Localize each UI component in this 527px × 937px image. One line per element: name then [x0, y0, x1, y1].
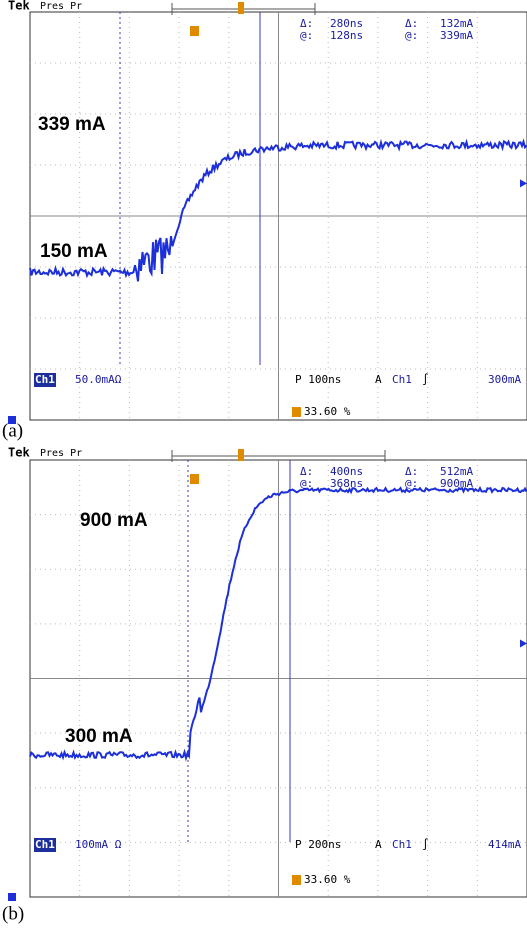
annotation: 339 mA: [38, 114, 106, 135]
trigger-slope: ∫: [422, 838, 429, 851]
brand: Tek: [8, 0, 30, 13]
mode: Pres Pr: [40, 1, 82, 12]
trigger-slope: ∫: [422, 373, 429, 386]
mode: Pres Pr: [40, 448, 82, 459]
cursor-readout: @:: [300, 29, 313, 42]
trigger-pos-marker: [190, 26, 199, 36]
trigger-mode: A: [375, 838, 382, 851]
channel: Ch1: [35, 838, 55, 851]
trigger-channel: Ch1: [392, 838, 412, 851]
cursor-readout: @:: [405, 477, 418, 490]
trigger-pos-icon: [292, 407, 301, 417]
trigger-mark: [238, 2, 244, 14]
cursor-readout: 128ns: [330, 29, 363, 42]
trigger-pos-marker: [190, 474, 199, 484]
trigger-level: 300mA: [488, 373, 521, 386]
cursor-readout: 368ns: [330, 477, 363, 490]
trigger-position: 33.60 %: [304, 405, 351, 418]
scale: 50.0mAΩ: [75, 373, 122, 386]
channel: Ch1: [35, 373, 55, 386]
brand: Tek: [8, 446, 30, 460]
trigger-position: 33.60 %: [304, 873, 351, 886]
caption: (a): [2, 420, 23, 441]
trigger-mark: [238, 449, 244, 461]
caption: (b): [2, 903, 24, 924]
timebase: P 100ns: [295, 373, 341, 386]
scale: 100mA Ω: [75, 838, 122, 851]
page: TekPres PrΔ:280nsΔ:132mA@:128ns@:339mA33…: [0, 0, 527, 937]
ground-marker: [8, 893, 16, 901]
trigger-level: 414mA: [488, 838, 521, 851]
annotation: 150 mA: [40, 241, 108, 262]
trigger-pos-icon: [292, 875, 301, 885]
figure: TekPres PrΔ:280nsΔ:132mA@:128ns@:339mA33…: [0, 0, 527, 937]
trigger-channel: Ch1: [392, 373, 412, 386]
annotation: 300 mA: [65, 726, 133, 747]
cursor-readout: 339mA: [440, 29, 473, 42]
cursor-readout: @:: [405, 29, 418, 42]
trigger-mode: A: [375, 373, 382, 386]
cursor-readout: @:: [300, 477, 313, 490]
annotation: 900 mA: [80, 510, 148, 531]
timebase: P 200ns: [295, 838, 341, 851]
cursor-readout: 900mA: [440, 477, 473, 490]
